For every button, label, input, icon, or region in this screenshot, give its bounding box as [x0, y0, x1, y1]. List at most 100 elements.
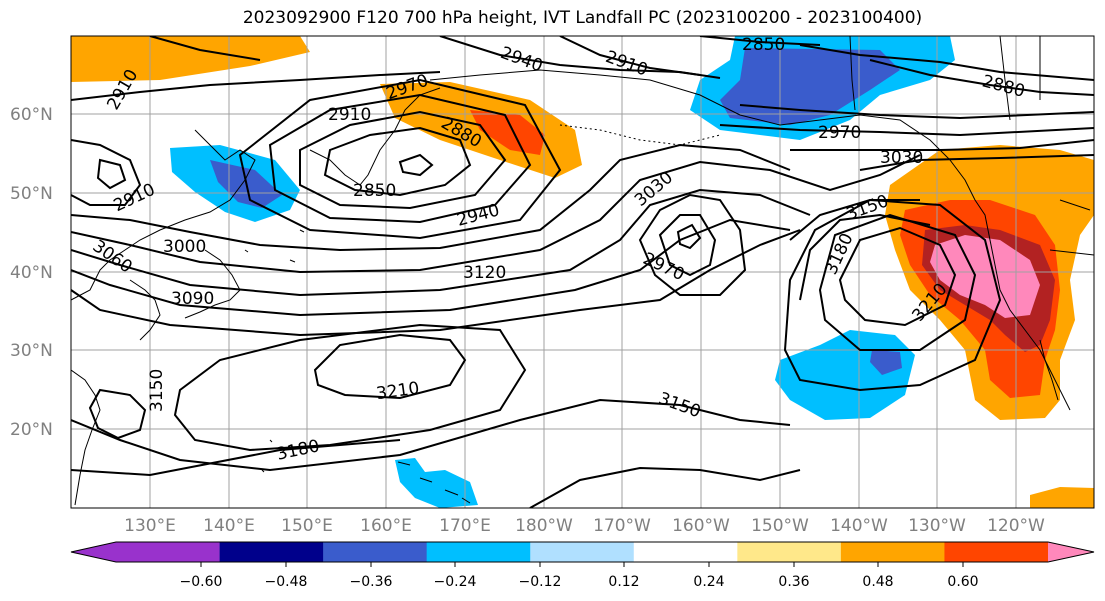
contour-label: 2850 — [353, 181, 396, 201]
contour-2850-north — [699, 36, 821, 46]
contour-3120 — [71, 229, 801, 337]
contour-3180-high-east — [818, 213, 977, 351]
lon-label: 140°E — [203, 516, 255, 536]
contour-3030-ne — [859, 154, 1094, 171]
contour-3180-ridge — [799, 213, 931, 301]
contour-3030 — [71, 154, 921, 274]
lon-label: 160°E — [360, 516, 412, 536]
lon-label: 170°W — [593, 516, 651, 536]
korea-coast — [129, 279, 161, 341]
contour-3000 — [71, 143, 791, 252]
contour-label: 3090 — [171, 289, 214, 309]
contour-label: 3030 — [880, 148, 923, 168]
contour-3180-south — [71, 439, 401, 477]
lat-label: 40°N — [10, 263, 53, 283]
contour-3060 — [71, 188, 811, 297]
na-westcoast — [949, 159, 1071, 411]
contour-2970-trough — [638, 193, 747, 296]
colorbar-segment — [323, 542, 428, 562]
colorbar-label: 0.60 — [947, 574, 978, 590]
lon-label: 130°E — [124, 516, 176, 536]
map-title: 2023092900 F120 700 hPa height, IVT Land… — [242, 8, 923, 28]
colorbar-label: −0.48 — [265, 574, 308, 590]
contour-3150-west-loop — [88, 388, 147, 440]
contour-3000-nw — [149, 36, 261, 61]
baja-coast — [1039, 339, 1059, 401]
colorbar-label: 0.24 — [693, 574, 724, 590]
colorbar-labels: −0.60 −0.48 −0.36 −0.24 −0.12 0.12 0.24 … — [180, 574, 979, 590]
contour-2910-north — [559, 36, 701, 76]
contour-2970-ne — [719, 124, 1094, 137]
height-contours — [71, 36, 1094, 508]
latitude-labels: 60°N 50°N 40°N 30°N 20°N — [10, 105, 53, 440]
colorbar-segment — [840, 542, 945, 562]
contour-3000-ne — [790, 139, 1094, 151]
colorbar-label: −0.12 — [519, 574, 562, 590]
contour-2940-low — [238, 78, 562, 240]
colorbar-label: 0.48 — [862, 574, 893, 590]
contour-3150-ridge-west — [789, 199, 920, 241]
lon-label: 130°W — [908, 516, 966, 536]
contour-label: 2910 — [328, 105, 371, 125]
contour-2940-ne — [739, 104, 1094, 120]
alaska-border — [849, 36, 856, 111]
lon-label: 160°W — [672, 516, 730, 536]
kamchatka-coast — [309, 87, 441, 186]
negative-anomaly-central-core — [870, 350, 902, 375]
contour-3180-central — [173, 323, 527, 452]
contour-2910-west — [71, 139, 142, 206]
positive-anomaly-westcoast-max — [930, 235, 1040, 318]
colorbar-segment — [944, 542, 1049, 562]
lon-label: 170°E — [439, 516, 491, 536]
longitude-labels: 130°E 140°E 150°E 160°E 170°E 180°W 170°… — [124, 516, 1045, 536]
lon-label: 140°W — [830, 516, 888, 536]
contour-2880-west — [96, 158, 127, 190]
canada-interior — [999, 36, 1094, 256]
contour-3150-east — [783, 198, 1002, 392]
lat-label: 50°N — [10, 184, 53, 204]
contour-2880-ne — [869, 59, 1094, 96]
asia-coast — [71, 129, 256, 301]
colorbar-label: −0.60 — [180, 574, 223, 590]
lon-label: 180°W — [515, 516, 573, 536]
contour-2910-trough — [676, 223, 702, 250]
contour-2910-ne — [799, 44, 1094, 81]
colorbar-segment — [219, 542, 324, 562]
colorbar-label: −0.36 — [350, 574, 393, 590]
colorbar-label: −0.24 — [434, 574, 477, 590]
contour-2850-cutoff — [398, 153, 434, 177]
lon-label: 120°W — [987, 516, 1045, 536]
colorbar-label: 0.36 — [778, 574, 809, 590]
contour-3090 — [71, 218, 791, 317]
gridlines — [71, 36, 1094, 508]
colorbar: −0.60 −0.48 −0.36 −0.24 −0.12 0.12 0.24 … — [70, 541, 1095, 590]
contour-label: 2850 — [742, 35, 785, 55]
contour-2940-trough — [658, 214, 717, 277]
contour-2880-low — [299, 110, 507, 210]
contour-label: 3120 — [463, 263, 506, 283]
contour-label: 3150 — [147, 369, 167, 412]
coastlines — [71, 36, 1094, 506]
contour-3210-high-east — [838, 226, 957, 327]
contour-label: 2970 — [818, 123, 861, 143]
colorbar-segment — [71, 542, 220, 562]
colorbar-segments — [71, 542, 1094, 562]
contour-label: 3000 — [163, 237, 206, 257]
contour-2850-low — [323, 126, 472, 197]
contour-2910-low — [268, 93, 532, 224]
lat-label: 30°N — [10, 341, 53, 361]
colorbar-segment — [633, 542, 738, 562]
map-frame — [70, 35, 1095, 509]
lon-label: 150°W — [751, 516, 809, 536]
colorbar-outline — [70, 541, 1095, 563]
colorbar-label: 0.12 — [608, 574, 639, 590]
contour-3210-high-central — [313, 333, 467, 400]
colorbar-segment — [1048, 542, 1094, 562]
hawaii-islands — [397, 461, 471, 504]
colorbar-segment — [530, 542, 635, 562]
contour-south-arc — [529, 466, 801, 508]
lat-label: 20°N — [10, 420, 53, 440]
contour-3150-south — [71, 398, 791, 472]
positive-anomaly-north-core — [470, 110, 545, 155]
alaska-coast — [429, 69, 951, 161]
